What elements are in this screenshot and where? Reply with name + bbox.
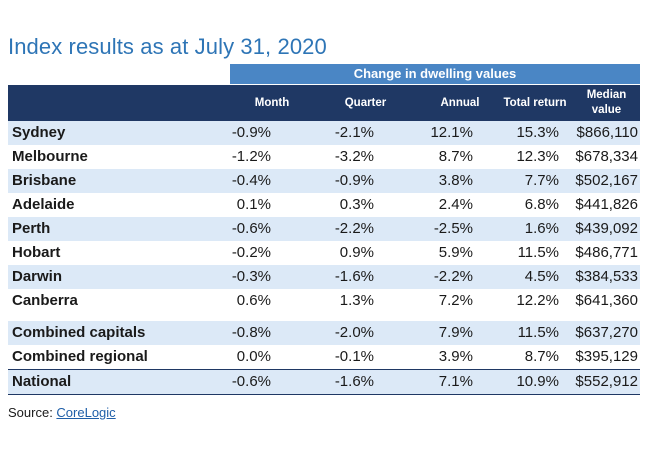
table-row: Adelaide 0.1% 0.3% 2.4% 6.8% $441,826 <box>8 193 640 217</box>
cell-total: 11.5% <box>517 244 559 261</box>
cell-month: 0.6% <box>236 292 271 309</box>
cell-median: $637,270 <box>575 324 638 341</box>
region-name: Hobart <box>12 244 61 261</box>
table-row: Hobart -0.2% 0.9% 5.9% 11.5% $486,771 <box>8 241 640 265</box>
column-header-total-return: Total return <box>503 96 567 109</box>
band-row: Change in dwelling values <box>8 64 640 84</box>
table-row: Sydney -0.9% -2.1% 12.1% 15.3% $866,110 <box>8 121 640 145</box>
cell-annual: 7.2% <box>438 292 473 309</box>
cell-median: $384,533 <box>575 268 638 285</box>
column-header-month: Month <box>254 96 290 109</box>
column-header-median-value: Median value <box>586 89 627 116</box>
region-name: Perth <box>12 220 51 237</box>
cell-quarter: -1.6% <box>334 268 374 285</box>
cell-month: 0.0% <box>236 348 271 365</box>
column-header-quarter: Quarter <box>344 96 387 109</box>
cell-month: -1.2% <box>231 148 271 165</box>
region-name: Brisbane <box>12 172 77 189</box>
cell-total: 7.7% <box>524 172 559 189</box>
page-title: Index results as at July 31, 2020 <box>8 34 327 59</box>
cell-median: $486,771 <box>575 244 638 261</box>
source-label: Source: <box>8 405 57 420</box>
cell-annual: 7.9% <box>438 324 473 341</box>
index-results-table: Change in dwelling values Month Quarter … <box>8 64 640 395</box>
cell-quarter: 1.3% <box>339 292 374 309</box>
cell-quarter: -2.2% <box>334 220 374 237</box>
cell-annual: 3.9% <box>438 348 473 365</box>
cell-annual: 2.4% <box>438 196 473 213</box>
cell-quarter: -1.6% <box>334 373 374 390</box>
cell-quarter: -3.2% <box>334 148 374 165</box>
cell-median: $395,129 <box>575 348 638 365</box>
source-line: Source: CoreLogic <box>8 405 116 420</box>
cell-quarter: -0.9% <box>334 172 374 189</box>
cell-total: 12.2% <box>516 292 559 309</box>
cell-month: -0.4% <box>231 172 271 189</box>
region-name: Sydney <box>12 124 66 141</box>
table-row: Perth -0.6% -2.2% -2.5% 1.6% $439,092 <box>8 217 640 241</box>
row-spacer <box>8 313 640 321</box>
table-row: Darwin -0.3% -1.6% -2.2% 4.5% $384,533 <box>8 265 640 289</box>
region-name: Canberra <box>12 292 78 309</box>
cell-quarter: 0.3% <box>339 196 374 213</box>
table-body: Sydney -0.9% -2.1% 12.1% 15.3% $866,110 Melbou… <box>8 121 640 395</box>
cell-annual: -2.2% <box>433 268 473 285</box>
change-in-dwelling-values-header: Change in dwelling values <box>230 64 640 84</box>
region-name: Combined regional <box>12 348 148 365</box>
cell-annual: 7.1% <box>438 373 473 390</box>
cell-quarter: -2.0% <box>334 324 374 341</box>
table-row: Melbourne -1.2% -3.2% 8.7% 12.3% $678,334 <box>8 145 640 169</box>
cell-median: $441,826 <box>575 196 638 213</box>
table-row: National -0.6% -1.6% 7.1% 10.9% $552,912 <box>8 369 640 395</box>
cell-annual: -2.5% <box>433 220 473 237</box>
cell-median: $641,360 <box>575 292 638 309</box>
cell-month: -0.6% <box>231 220 271 237</box>
cell-total: 4.5% <box>524 268 559 285</box>
cell-median: $439,092 <box>575 220 638 237</box>
column-header-annual: Annual <box>440 96 480 109</box>
cell-total: 8.7% <box>524 348 559 365</box>
region-name: Melbourne <box>12 148 88 165</box>
cell-median: $866,110 <box>576 124 638 141</box>
cell-total: 6.8% <box>524 196 559 213</box>
cell-month: -0.3% <box>231 268 271 285</box>
cell-total: 12.3% <box>516 148 559 165</box>
region-name: Darwin <box>12 268 63 285</box>
cell-annual: 12.1% <box>430 124 473 141</box>
cell-total: 10.9% <box>516 373 559 390</box>
table-row: Combined regional 0.0% -0.1% 3.9% 8.7% $395,1… <box>8 345 640 369</box>
corelogic-link[interactable]: CoreLogic <box>56 405 116 420</box>
cell-quarter: 0.9% <box>339 244 374 261</box>
table-row: Canberra 0.6% 1.3% 7.2% 12.2% $641,360 <box>8 289 640 313</box>
cell-median: $552,912 <box>575 373 638 390</box>
table-row: Brisbane -0.4% -0.9% 3.8% 7.7% $502,167 <box>8 169 640 193</box>
region-name: Adelaide <box>12 196 75 213</box>
column-header-row: Month Quarter Annual Total return Median… <box>8 84 640 121</box>
cell-annual: 5.9% <box>438 244 473 261</box>
table-row: Combined capitals -0.8% -2.0% 7.9% 11.5% $637… <box>8 321 640 345</box>
cell-quarter: -2.1% <box>334 124 374 141</box>
cell-month: -0.2% <box>231 244 271 261</box>
cell-annual: 8.7% <box>438 148 473 165</box>
cell-month: -0.9% <box>231 124 271 141</box>
cell-month: -0.8% <box>231 324 271 341</box>
region-name: National <box>12 373 72 390</box>
cell-total: 11.5% <box>517 324 559 341</box>
cell-median: $678,334 <box>575 148 638 165</box>
cell-month: 0.1% <box>236 196 271 213</box>
cell-annual: 3.8% <box>438 172 473 189</box>
cell-month: -0.6% <box>231 373 271 390</box>
cell-quarter: -0.1% <box>334 348 374 365</box>
region-name: Combined capitals <box>12 324 146 341</box>
cell-total: 15.3% <box>516 124 559 141</box>
cell-median: $502,167 <box>575 172 638 189</box>
cell-total: 1.6% <box>524 220 559 237</box>
